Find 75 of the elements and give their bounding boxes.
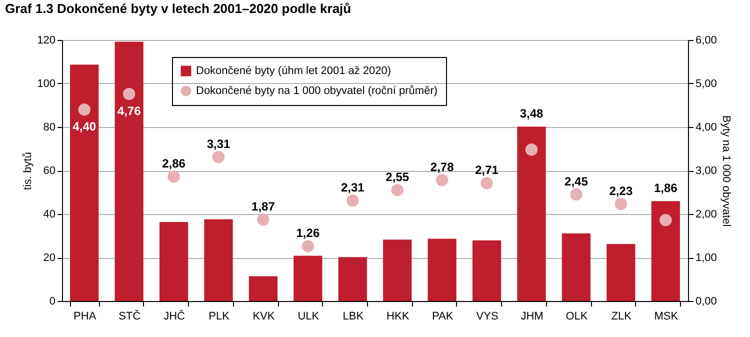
y2-tick-label: 4,00 [696,122,717,134]
data-label: 1,26 [296,226,320,240]
x-tick-label: HKK [386,310,410,322]
point [660,214,672,226]
y2-axis-title: Byty na 1 000 obyvatel [720,115,732,227]
y2-tick-label: 2,00 [696,208,717,220]
point [391,184,404,196]
bar [70,64,99,301]
x-tick-label: MSK [654,310,679,322]
point [480,177,493,190]
bar [159,222,188,301]
point [302,240,314,252]
data-label: 2,23 [609,184,633,198]
point [436,174,448,186]
x-tick-label: STČ [118,310,141,322]
y2-tick-label: 5,00 [696,78,717,90]
y2-tick-label: 0,00 [696,296,717,308]
data-label: 2,45 [564,174,588,188]
data-label: 1,86 [654,181,678,196]
x-tick-label: PAK [432,310,454,322]
point [346,194,359,207]
point [525,144,538,156]
data-label: 2,31 [340,180,365,195]
y2-tick-label: 1,00 [696,252,717,264]
point [614,198,628,210]
data-label: 2,71 [475,163,499,178]
data-label: 2,86 [162,156,186,171]
chart-title: Graf 1.3 Dokončené byty v letech 2001–2020 podle krajů [5,1,352,16]
x-tick-label: OLK [566,310,588,322]
x-tick-label: PHA [74,310,97,322]
y-tick-label: 0 [49,296,56,308]
x-tick-label: KVK [252,310,276,322]
x-tick-label: PLK [208,310,230,322]
point [168,170,180,183]
y-tick-label: 20 [43,252,56,264]
bar [294,256,322,301]
bar [562,233,591,301]
data-label: 2,78 [430,160,454,174]
y-axis-title: tis. bytů [22,152,34,190]
x-tick-label: JHČ [164,310,186,322]
point [212,150,225,164]
bar [114,42,144,301]
point [257,214,270,226]
y-tick-label: 100 [37,78,56,90]
x-tick-label: LBK [342,310,364,322]
data-label: 3,48 [520,106,544,121]
bar [651,201,680,301]
y-tick-label: 60 [43,165,56,177]
bar [517,126,546,301]
bar [472,240,502,301]
x-tick-label: JHM [520,310,544,322]
x-tick-label: VYS [476,310,498,322]
legend-label: Dokončené byty (úhm let 2001 až 2020) [196,65,392,77]
data-label: 2,55 [386,170,410,184]
point [570,188,582,201]
y-tick-label: 120 [37,34,56,46]
bar [606,244,636,301]
bar [248,276,278,301]
data-label: 3,31 [206,137,230,152]
bar [338,257,367,301]
point [122,88,136,100]
y-tick-label: 80 [43,122,56,134]
x-tick-label: ULK [298,310,320,322]
point [78,103,90,116]
data-label: 4,40 [72,120,96,134]
y-tick-label: 40 [43,208,56,220]
data-label: 4,76 [117,104,142,118]
x-tick-label: ZLK [611,310,632,322]
y2-tick-label: 6,00 [696,34,717,46]
y2-tick-label: 3,00 [696,165,717,177]
bar [383,240,412,301]
legend-label: Dokončené byty na 1 000 obyvatel (roční průměr) [196,85,438,97]
bar [204,219,233,301]
data-label: 1,87 [252,200,276,214]
bar [428,238,456,301]
